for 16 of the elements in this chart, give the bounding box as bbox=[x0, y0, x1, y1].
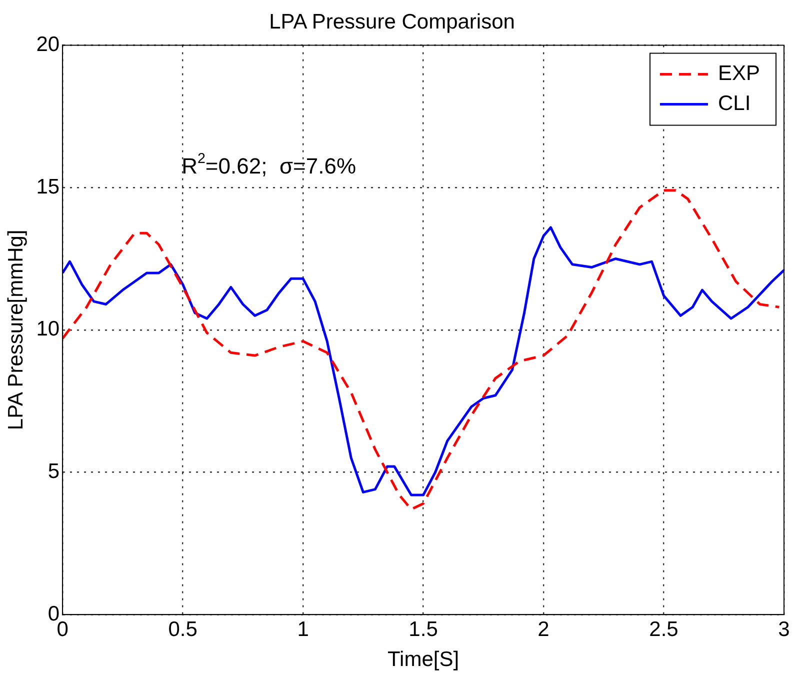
y-tick-label: 10 bbox=[36, 318, 60, 341]
y-tick-label: 20 bbox=[36, 32, 60, 56]
x-tick-label: 2.5 bbox=[649, 618, 678, 641]
x-tick-label: 1 bbox=[297, 618, 309, 641]
y-axis-title: LPA Pressure[mmHg] bbox=[4, 230, 28, 430]
y-tick-label: 5 bbox=[48, 460, 60, 484]
legend-label: EXP bbox=[718, 62, 760, 85]
chart-title: LPA Pressure Comparison bbox=[269, 10, 515, 34]
y-tick-label: 15 bbox=[36, 175, 60, 198]
legend-label: CLI bbox=[718, 92, 751, 115]
x-tick-label: 2 bbox=[538, 618, 550, 641]
line-series bbox=[62, 189, 780, 511]
x-axis-title: Time[S] bbox=[388, 648, 460, 672]
x-tick-label: 0.5 bbox=[168, 618, 198, 641]
x-tick-label: 3 bbox=[778, 618, 790, 641]
x-tick-label: 1.5 bbox=[408, 618, 438, 641]
